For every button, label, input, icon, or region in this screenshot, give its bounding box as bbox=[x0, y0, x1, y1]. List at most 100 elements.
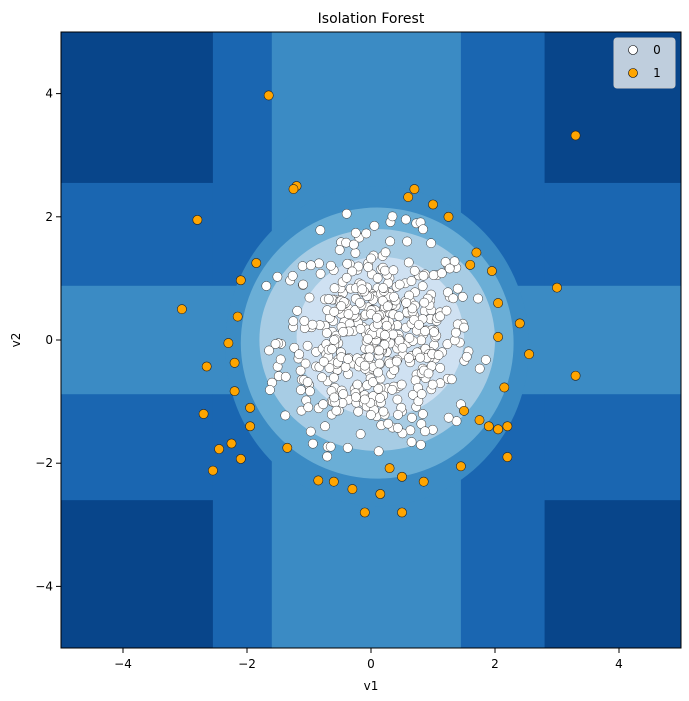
point-0 bbox=[299, 316, 310, 326]
point-0 bbox=[347, 266, 357, 277]
y-axis-ticks: −4 −2 0 2 4 bbox=[35, 87, 61, 593]
point-0 bbox=[419, 297, 430, 308]
point-0 bbox=[401, 214, 411, 225]
point-0 bbox=[288, 316, 299, 327]
point-1 bbox=[235, 453, 246, 464]
point-0 bbox=[441, 305, 452, 316]
point-0 bbox=[264, 345, 274, 356]
legend-label-1: 1 bbox=[653, 66, 661, 80]
point-1 bbox=[570, 130, 581, 141]
point-0 bbox=[403, 257, 414, 268]
point-0 bbox=[374, 358, 385, 369]
point-0 bbox=[446, 374, 457, 385]
point-0 bbox=[362, 333, 373, 344]
point-1 bbox=[328, 476, 339, 487]
point-1 bbox=[493, 424, 503, 435]
point-0 bbox=[280, 410, 291, 421]
point-0 bbox=[373, 446, 384, 457]
point-1 bbox=[524, 349, 534, 360]
point-0 bbox=[355, 429, 366, 439]
point-0 bbox=[387, 384, 398, 395]
legend-marker-0 bbox=[628, 45, 638, 55]
point-0 bbox=[406, 276, 417, 286]
point-1 bbox=[207, 465, 218, 476]
point-0 bbox=[336, 301, 347, 311]
point-1 bbox=[552, 282, 562, 293]
point-0 bbox=[474, 363, 485, 374]
point-0 bbox=[420, 426, 430, 437]
point-0 bbox=[435, 363, 446, 373]
point-0 bbox=[364, 344, 375, 355]
series-1-points bbox=[176, 90, 581, 518]
point-0 bbox=[404, 333, 415, 343]
point-0 bbox=[428, 270, 439, 281]
point-0 bbox=[308, 438, 318, 449]
point-0 bbox=[270, 339, 281, 349]
point-1 bbox=[514, 318, 525, 329]
point-1 bbox=[214, 444, 224, 454]
point-0 bbox=[348, 239, 359, 250]
point-1 bbox=[282, 442, 293, 453]
point-0 bbox=[378, 283, 388, 293]
point-0 bbox=[317, 372, 327, 383]
point-1 bbox=[347, 484, 358, 494]
point-0 bbox=[375, 393, 385, 403]
point-0 bbox=[433, 350, 444, 360]
point-0 bbox=[307, 319, 318, 330]
point-0 bbox=[382, 301, 393, 312]
point-0 bbox=[275, 354, 286, 365]
point-0 bbox=[321, 328, 332, 338]
point-1 bbox=[245, 402, 255, 413]
point-0 bbox=[416, 389, 427, 399]
point-0 bbox=[372, 312, 382, 323]
point-0 bbox=[329, 283, 340, 294]
point-0 bbox=[359, 394, 370, 405]
y-tick-label: 0 bbox=[45, 333, 53, 347]
point-1 bbox=[428, 199, 438, 210]
point-0 bbox=[448, 293, 459, 304]
point-0 bbox=[407, 412, 417, 423]
point-0 bbox=[306, 260, 316, 271]
point-0 bbox=[329, 392, 340, 403]
point-0 bbox=[350, 392, 361, 402]
point-0 bbox=[392, 423, 403, 433]
point-0 bbox=[392, 394, 403, 405]
point-0 bbox=[394, 311, 405, 322]
point-0 bbox=[359, 360, 370, 371]
point-1 bbox=[474, 415, 485, 425]
point-0 bbox=[324, 363, 335, 373]
point-0 bbox=[387, 211, 398, 222]
legend-label-0: 0 bbox=[653, 43, 661, 57]
y-tick-label: −2 bbox=[35, 456, 53, 470]
point-0 bbox=[426, 238, 436, 249]
x-axis-label: v1 bbox=[364, 679, 379, 693]
point-0 bbox=[340, 362, 351, 372]
point-0 bbox=[366, 410, 376, 420]
point-0 bbox=[409, 265, 420, 276]
point-0 bbox=[287, 271, 298, 281]
legend-box bbox=[613, 37, 676, 89]
point-1 bbox=[201, 361, 212, 372]
point-0 bbox=[366, 253, 376, 264]
point-0 bbox=[429, 327, 439, 337]
point-1 bbox=[493, 332, 503, 342]
plot-area bbox=[61, 32, 681, 648]
point-0 bbox=[418, 224, 428, 235]
point-0 bbox=[372, 273, 383, 284]
point-1 bbox=[263, 90, 274, 101]
point-1 bbox=[459, 405, 469, 416]
point-1 bbox=[198, 409, 209, 419]
point-0 bbox=[338, 326, 349, 337]
point-0 bbox=[473, 293, 483, 304]
point-0 bbox=[418, 270, 429, 281]
point-0 bbox=[355, 297, 365, 308]
point-0 bbox=[329, 306, 340, 317]
point-0 bbox=[397, 342, 408, 353]
point-1 bbox=[192, 214, 203, 225]
point-0 bbox=[401, 297, 412, 308]
point-0 bbox=[329, 372, 339, 383]
legend: 0 1 bbox=[613, 37, 676, 89]
point-0 bbox=[272, 271, 283, 282]
point-1 bbox=[502, 421, 513, 432]
point-0 bbox=[373, 383, 384, 394]
